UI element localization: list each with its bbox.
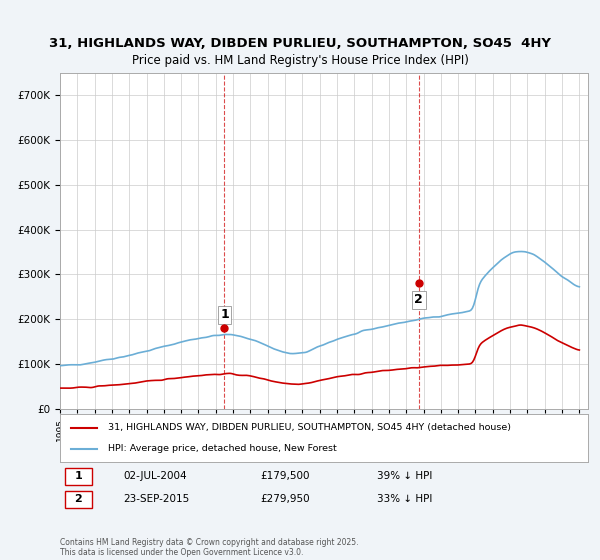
Text: 31, HIGHLANDS WAY, DIBDEN PURLIEU, SOUTHAMPTON, SO45 4HY (detached house): 31, HIGHLANDS WAY, DIBDEN PURLIEU, SOUTH… — [107, 423, 511, 432]
Text: Price paid vs. HM Land Registry's House Price Index (HPI): Price paid vs. HM Land Registry's House … — [131, 54, 469, 67]
Text: 1: 1 — [220, 309, 229, 321]
Text: Contains HM Land Registry data © Crown copyright and database right 2025.
This d: Contains HM Land Registry data © Crown c… — [60, 538, 359, 557]
Text: £179,500: £179,500 — [260, 472, 310, 482]
Text: 1: 1 — [74, 472, 82, 482]
Text: 23-SEP-2015: 23-SEP-2015 — [124, 494, 190, 505]
Text: 33% ↓ HPI: 33% ↓ HPI — [377, 494, 432, 505]
Text: £279,950: £279,950 — [260, 494, 310, 505]
Text: 31, HIGHLANDS WAY, DIBDEN PURLIEU, SOUTHAMPTON, SO45  4HY: 31, HIGHLANDS WAY, DIBDEN PURLIEU, SOUTH… — [49, 38, 551, 50]
Text: 02-JUL-2004: 02-JUL-2004 — [124, 472, 187, 482]
Text: 2: 2 — [74, 494, 82, 505]
Text: HPI: Average price, detached house, New Forest: HPI: Average price, detached house, New … — [107, 444, 336, 453]
Text: 39% ↓ HPI: 39% ↓ HPI — [377, 472, 432, 482]
FancyBboxPatch shape — [65, 468, 92, 485]
FancyBboxPatch shape — [65, 491, 92, 507]
Text: 2: 2 — [415, 293, 423, 306]
